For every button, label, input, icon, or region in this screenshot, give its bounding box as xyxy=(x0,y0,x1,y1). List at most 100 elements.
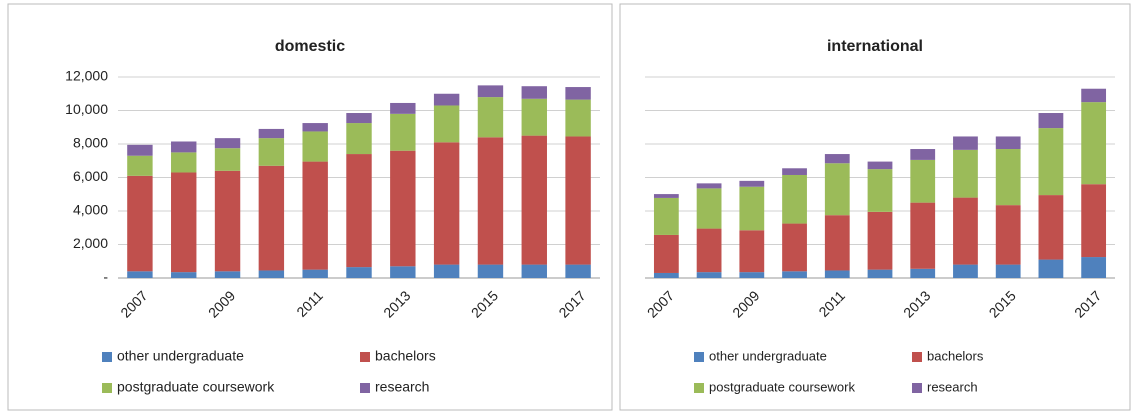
bar-segment xyxy=(127,175,153,272)
y-tick-label: 12,000 xyxy=(65,68,108,84)
bar-segment xyxy=(824,163,850,216)
bar-segment xyxy=(824,270,850,278)
chart: international 2007 2009 2011 2013 2015 2017 oth… xyxy=(644,38,1115,394)
legend-label: bachelors xyxy=(375,348,436,364)
bar-segment xyxy=(910,268,936,278)
legend-swatch xyxy=(102,383,112,393)
legend-swatch xyxy=(102,352,112,362)
x-tick-label: 2007 xyxy=(117,287,150,320)
x-tick-label: 2011 xyxy=(815,287,848,320)
bar-segment xyxy=(995,205,1021,265)
bar-segment xyxy=(171,172,197,273)
x-tick-label: 2015 xyxy=(468,287,501,320)
chart: domestic - 2,000 4,000 6,000 8,000 10,000 12,00… xyxy=(65,38,600,395)
bar-segment xyxy=(565,99,591,137)
bar-segment xyxy=(653,234,679,273)
x-tick-label: 2009 xyxy=(205,287,238,320)
bar-segment xyxy=(346,113,372,124)
bar-segment xyxy=(477,85,504,98)
bar-segment xyxy=(953,149,978,198)
bar-segment xyxy=(565,264,591,278)
bar-segment xyxy=(824,215,850,271)
bar-segment xyxy=(739,186,765,231)
chart-title: international xyxy=(827,38,923,55)
legend-swatch xyxy=(694,383,704,393)
bar-segment xyxy=(127,155,153,176)
bar-segment xyxy=(1038,259,1064,278)
bar-segment xyxy=(565,87,591,100)
bar-segment xyxy=(302,161,328,270)
bar-segment xyxy=(995,136,1021,150)
bar-segment xyxy=(477,97,504,138)
bar-segment xyxy=(696,183,722,189)
bar-segment xyxy=(433,264,460,278)
bar-segment xyxy=(867,161,893,170)
bar-segment xyxy=(1038,195,1064,260)
bar-segment xyxy=(995,149,1021,206)
bar-segment xyxy=(1081,88,1107,103)
bar-segment xyxy=(390,113,416,151)
y-tick-label: 2,000 xyxy=(73,235,108,251)
legend-swatch xyxy=(360,352,370,362)
x-tick-label: 2017 xyxy=(1071,287,1104,320)
bar-segment xyxy=(521,86,547,99)
bar-segment xyxy=(782,168,807,175)
bar-segment xyxy=(390,266,416,278)
bar-segment xyxy=(302,269,328,278)
bar-segment xyxy=(521,98,547,136)
legend-label: postgraduate coursework xyxy=(117,379,275,395)
bar-segment xyxy=(171,141,197,153)
legend-label: bachelors xyxy=(927,348,984,363)
bar-segment xyxy=(214,138,241,149)
bar-segment xyxy=(390,150,416,267)
x-tick-label: 2009 xyxy=(729,287,762,320)
bar-segment xyxy=(521,264,547,278)
legend-label: other undergraduate xyxy=(117,348,244,364)
bar-segment xyxy=(910,202,936,269)
bar-segment xyxy=(867,269,893,278)
bar-segment xyxy=(995,264,1021,278)
bar-segment xyxy=(346,154,372,268)
bar-segment xyxy=(565,136,591,265)
bar-segment xyxy=(302,131,328,162)
bar-segment xyxy=(953,136,978,150)
bar-segment xyxy=(696,188,722,229)
x-tick-label: 2007 xyxy=(644,287,677,320)
bar-segment xyxy=(910,159,936,203)
bar-segment xyxy=(1081,184,1107,258)
bar-segment xyxy=(127,144,153,156)
bar-segment xyxy=(782,223,807,272)
bar-segment xyxy=(346,123,372,155)
bar-segment xyxy=(1038,113,1064,129)
bar-segment xyxy=(433,142,460,265)
bar-segment xyxy=(739,180,765,187)
legend-swatch xyxy=(360,383,370,393)
bar-segment xyxy=(258,128,285,139)
bar-segment xyxy=(910,149,936,160)
legend-label: postgraduate coursework xyxy=(709,379,855,394)
bar-segment xyxy=(1038,128,1064,196)
x-tick-label: 2017 xyxy=(555,287,588,320)
bar-segment xyxy=(521,135,547,265)
bar-segment xyxy=(867,211,893,270)
bar-segment xyxy=(258,138,285,166)
bar-segment xyxy=(258,165,285,271)
bar-segment xyxy=(953,197,978,265)
bar-segment xyxy=(696,228,722,273)
bar-segment xyxy=(953,264,978,278)
legend-label: research xyxy=(927,379,978,394)
bar-segment xyxy=(824,154,850,164)
bar-segment xyxy=(171,152,197,173)
panel-border xyxy=(7,3,613,411)
legend-swatch xyxy=(694,352,704,362)
x-tick-label: 2013 xyxy=(900,287,933,320)
y-tick-label: 10,000 xyxy=(65,101,108,117)
bar-segment xyxy=(258,270,285,278)
bar-segment xyxy=(477,264,504,278)
bar-segment xyxy=(214,271,241,278)
bar-segment xyxy=(653,194,679,198)
legend-swatch xyxy=(912,352,922,362)
bar-segment xyxy=(127,271,153,278)
bar-segment xyxy=(433,93,460,106)
